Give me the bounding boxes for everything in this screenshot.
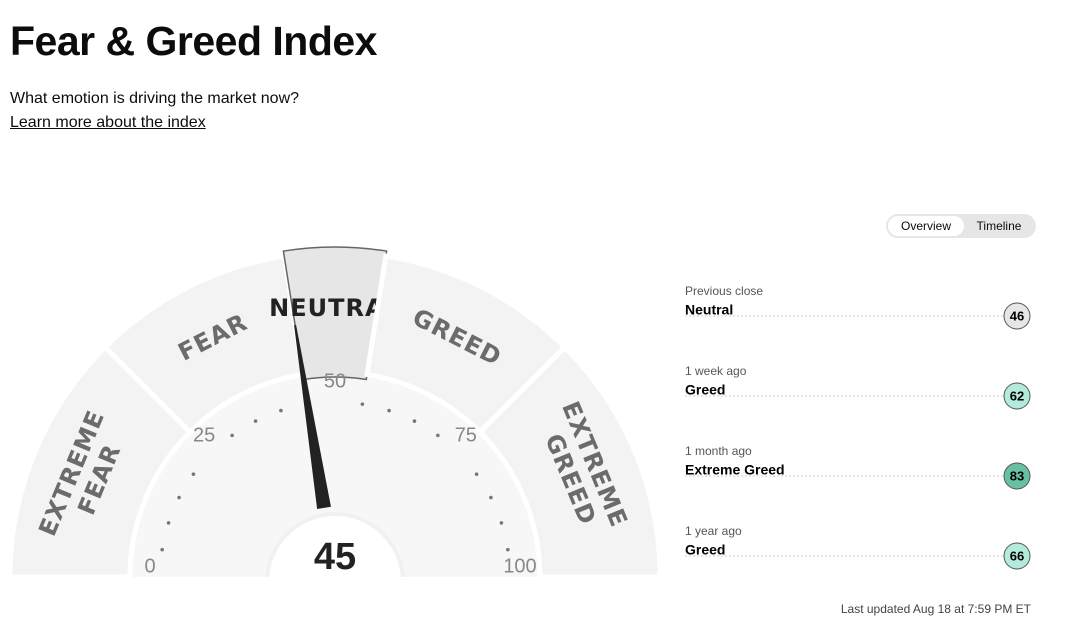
scale-dot — [412, 419, 417, 423]
learn-more-link[interactable]: Learn more about the index — [10, 114, 206, 131]
history-sentiment: Extreme Greed — [685, 462, 785, 478]
history-label: 1 year ago — [685, 524, 742, 538]
history-value: 83 — [1010, 468, 1024, 483]
history-value: 62 — [1010, 388, 1024, 403]
subtitle: What emotion is driving the market now? — [10, 90, 300, 107]
view-toggle: Overview Timeline — [886, 214, 1036, 238]
gauge-value: 45 — [314, 536, 356, 578]
last-updated: Last updated Aug 18 at 7:59 PM ET — [840, 602, 1031, 616]
overview-tab[interactable]: Overview — [888, 216, 964, 236]
gauge-zone — [476, 343, 663, 580]
history-value: 46 — [1010, 308, 1024, 323]
page-title: Fear & Greed Index — [10, 18, 377, 64]
history-label: 1 month ago — [685, 444, 752, 458]
scale-dot — [160, 547, 164, 552]
scale-label: 50 — [324, 370, 346, 392]
gauge-inner — [130, 372, 540, 577]
scale-dot — [387, 408, 391, 413]
scale-dot — [166, 521, 171, 525]
timeline-tab[interactable]: Timeline — [976, 219, 1022, 233]
history-value: 66 — [1010, 548, 1024, 563]
scale-dot — [177, 495, 181, 500]
history-badge — [1003, 302, 1031, 330]
scale-dot — [279, 408, 283, 413]
history-label: Previous close — [685, 284, 763, 298]
scale-label: 0 — [144, 555, 155, 577]
needle — [294, 324, 331, 509]
scale-dot — [506, 547, 510, 552]
history-sentiment: Neutral — [685, 302, 733, 318]
gauge-mask — [0, 577, 680, 642]
history-badge — [1003, 542, 1031, 570]
history-badge — [1003, 382, 1031, 410]
scale-dot — [499, 521, 504, 525]
history-sentiment: Greed — [685, 542, 725, 558]
scale-dot — [436, 433, 440, 438]
scale-dot — [489, 495, 493, 500]
scale-dot — [474, 472, 479, 476]
scale-label: 75 — [455, 424, 477, 446]
scale-dot — [191, 472, 196, 476]
scale-dot — [360, 402, 365, 406]
scale-dot — [230, 433, 234, 438]
history-sentiment: Greed — [685, 382, 725, 398]
history-label: 1 week ago — [685, 364, 747, 378]
scale-dot — [253, 419, 258, 423]
scale-label: 100 — [503, 555, 536, 577]
history-badge — [1003, 462, 1031, 490]
scale-label: 25 — [193, 424, 215, 446]
